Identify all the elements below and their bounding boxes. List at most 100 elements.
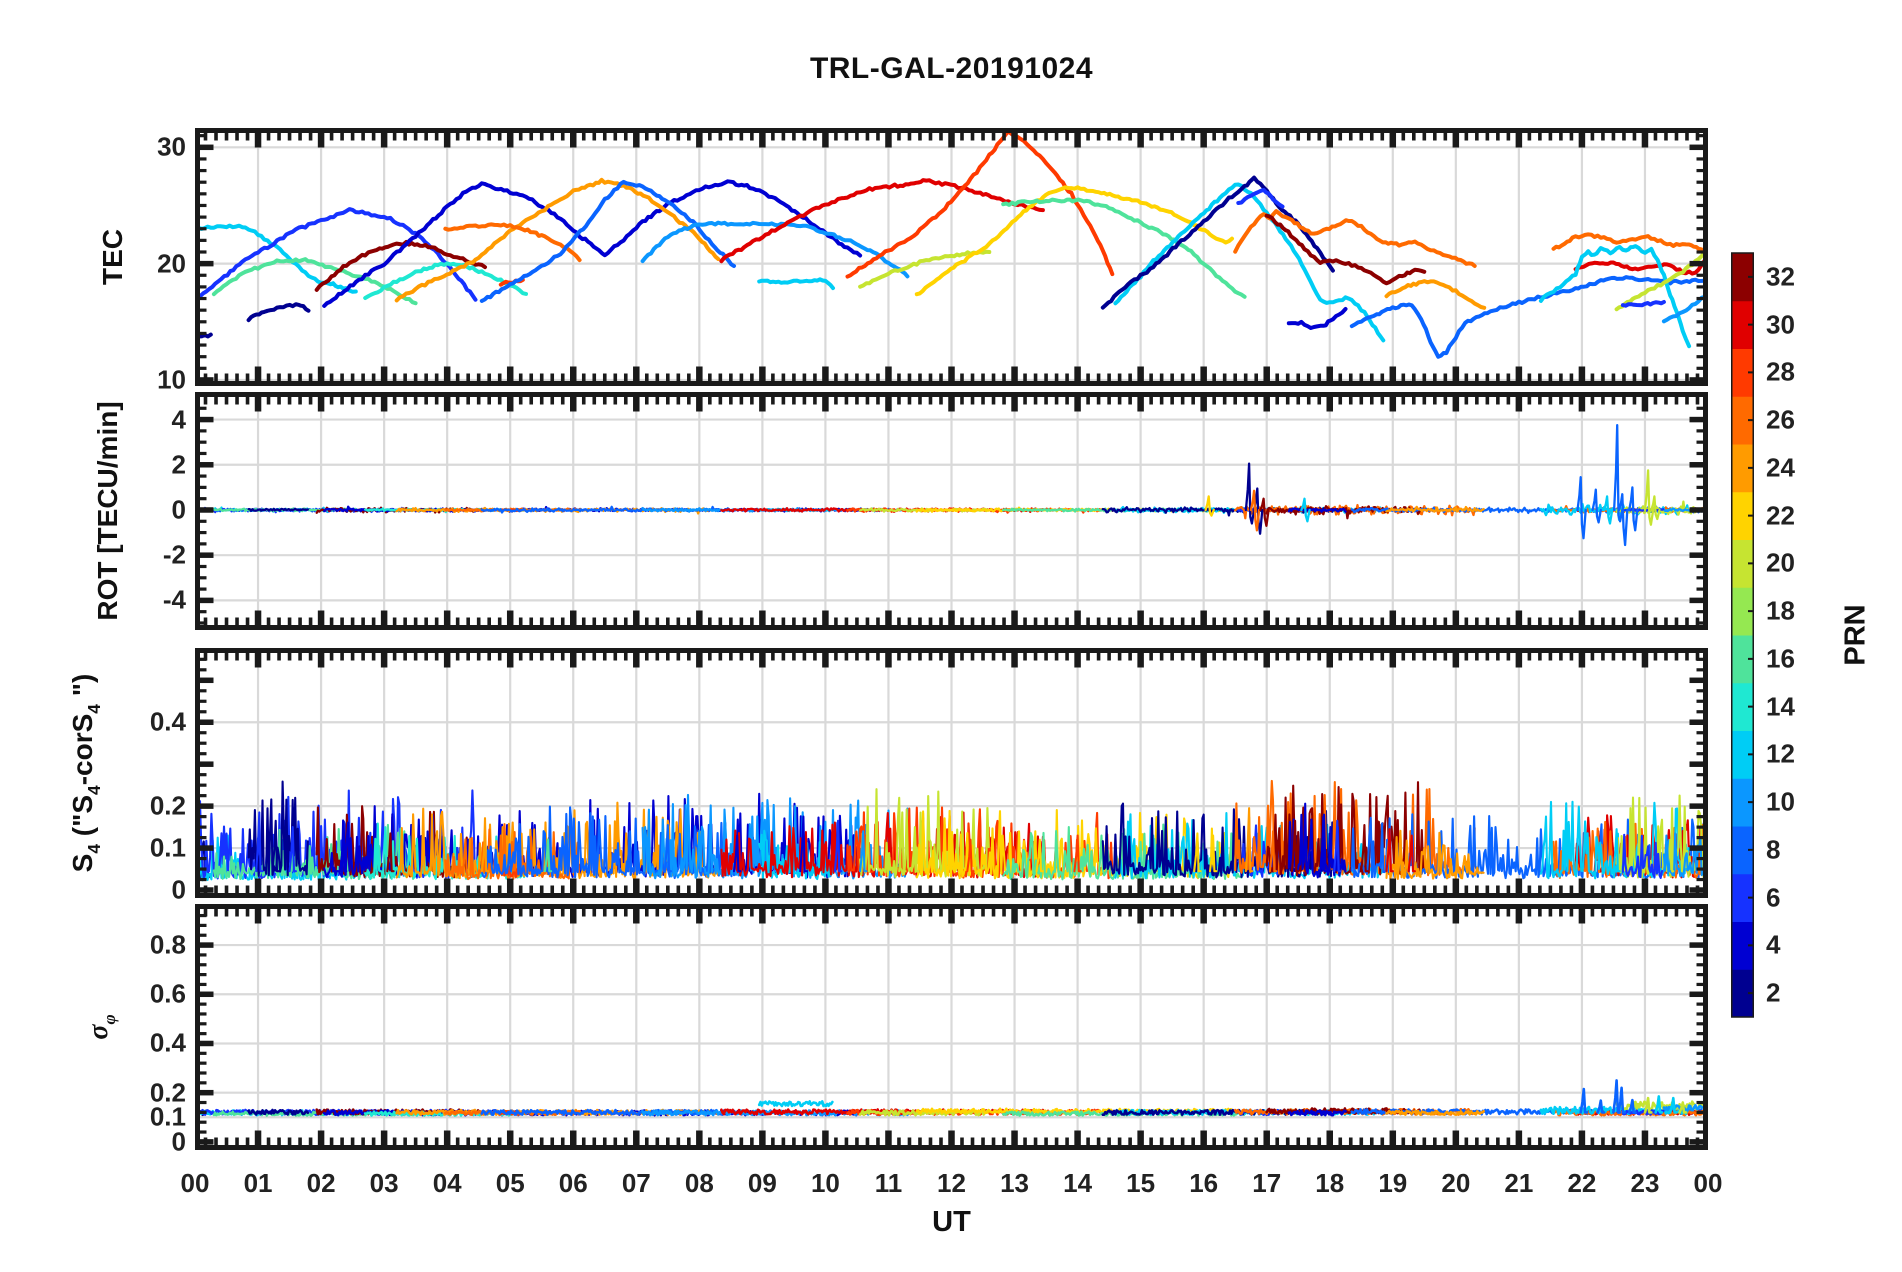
colorbar-tick-label: 24 — [1766, 452, 1795, 483]
x-tick-label: 20 — [1441, 1168, 1471, 1198]
x-tick-label: 09 — [747, 1168, 777, 1198]
colorbar-tick-label: 20 — [1766, 547, 1795, 578]
series-prn-32 — [314, 240, 487, 292]
series-group — [198, 1079, 1705, 1117]
series-prn-22 — [914, 185, 1234, 297]
series-prn-26 — [1551, 232, 1705, 255]
spike-prn-8 — [1576, 476, 1587, 540]
series-prn-26 — [443, 222, 582, 263]
y-tick-label: -2 — [162, 539, 186, 570]
x-tick-label: 01 — [243, 1168, 273, 1198]
colorbar-tick-label: 6 — [1766, 882, 1781, 913]
spike-prn-22 — [1193, 832, 1202, 873]
noise-prn-4 — [1287, 1109, 1347, 1117]
spike-prn-8 — [1617, 1086, 1627, 1114]
y-axis-label-tec: TEC — [97, 229, 128, 285]
spike-prn-8 — [1617, 493, 1629, 547]
spike-prn-10 — [859, 830, 868, 873]
x-tick-label: 03 — [369, 1168, 399, 1198]
spike-prn-6 — [833, 819, 843, 873]
noise-prn-2 — [247, 507, 309, 512]
y-tick-label: 0 — [171, 1126, 186, 1157]
axis-ticks — [195, 394, 1708, 628]
series-prn-8 — [1349, 275, 1705, 359]
spike-prn-2 — [271, 819, 280, 873]
panel-tec — [195, 128, 1708, 386]
series-group — [198, 131, 1705, 359]
x-tick-label: 12 — [937, 1168, 966, 1198]
series-prn-24 — [1384, 279, 1487, 310]
axis-ticks — [195, 130, 1708, 384]
spike-prn-20 — [910, 826, 920, 873]
colorbar-tick-label: 8 — [1766, 834, 1781, 865]
spike-prn-20 — [1643, 469, 1655, 526]
colorbar — [1731, 252, 1754, 1018]
spike-prn-32 — [1290, 819, 1300, 873]
x-tick-label: 06 — [558, 1168, 588, 1198]
chart-title: TRL-GAL-20191024 — [809, 52, 1094, 85]
noise-prn-2 — [247, 1108, 310, 1116]
x-tick-label: 02 — [306, 1168, 336, 1198]
spike-prn-32 — [1259, 497, 1270, 527]
y-tick-label: 2 — [171, 449, 186, 480]
x-tick-label: 07 — [621, 1168, 651, 1198]
series-prn-6 — [1236, 187, 1285, 209]
spike-prn-24 — [480, 834, 490, 873]
series-prn-12 — [198, 223, 358, 294]
axis-ticks — [195, 650, 1708, 896]
spike-prn-20 — [1650, 495, 1661, 521]
spike-prn-8 — [1612, 424, 1624, 523]
spike-prn-20 — [1643, 1096, 1653, 1114]
series-prn-10 — [640, 220, 910, 279]
x-tick-label: 19 — [1378, 1168, 1408, 1198]
series-prn-16 — [211, 257, 418, 306]
series-prn-6 — [1620, 300, 1666, 308]
axis-ticks — [195, 906, 1708, 1148]
series-group — [198, 779, 1705, 882]
spike-prn-6 — [255, 811, 264, 873]
spike-prn-12 — [1612, 828, 1621, 873]
noise-prn-12 — [757, 1100, 834, 1108]
spike-prn-22 — [1035, 838, 1044, 873]
y-tick-label: 0.4 — [149, 1027, 186, 1058]
spike-prn-6 — [1333, 819, 1342, 873]
colorbar-tick-label: 12 — [1766, 738, 1795, 769]
spike-prn-4 — [799, 815, 808, 873]
spike-prn-32 — [1360, 823, 1369, 873]
series-prn-2 — [246, 302, 311, 323]
spike-prn-20 — [1678, 1101, 1688, 1114]
y-tick-label: 0.4 — [149, 706, 186, 737]
series-prn-14 — [363, 261, 528, 300]
y-tick-label: 30 — [157, 131, 186, 162]
y-tick-label: 0.2 — [149, 1077, 186, 1108]
colorbar-tick-label: 10 — [1766, 786, 1795, 817]
y-axis-label-s4: S4 ("S4-corS4 ") — [67, 673, 104, 873]
x-tick-label: 13 — [1000, 1168, 1029, 1198]
colorbar-tick-label: 28 — [1766, 356, 1795, 387]
series-prn-24 — [394, 177, 721, 303]
noise-prn-2 — [247, 780, 309, 877]
series-prn-8 — [479, 179, 736, 303]
series-prn-28 — [845, 131, 1115, 279]
spike-prn-8 — [1579, 1087, 1589, 1114]
spike-prn-12 — [1602, 495, 1614, 525]
colorbar-tick-label: 4 — [1766, 929, 1781, 960]
noise-prn-24 — [1385, 1109, 1485, 1116]
x-tick-label: 15 — [1126, 1168, 1156, 1198]
colorbar-tick-label: 2 — [1766, 977, 1781, 1008]
colorbar-tick-label: 30 — [1766, 309, 1795, 340]
y-tick-label: 0.6 — [149, 978, 186, 1009]
y-tick-label: 0.8 — [149, 929, 186, 960]
spike-prn-28 — [1073, 834, 1082, 873]
series-prn-32 — [1264, 213, 1427, 286]
x-tick-label: 17 — [1252, 1168, 1282, 1198]
spike-prn-12 — [1654, 1095, 1664, 1114]
y-tick-label: 10 — [157, 364, 186, 395]
noise-prn-24 — [1385, 829, 1485, 880]
colorbar-tick-label: 14 — [1766, 691, 1795, 722]
spike-prn-22 — [1204, 495, 1215, 517]
spike-prn-4 — [732, 834, 742, 873]
x-tick-label: 11 — [874, 1168, 903, 1198]
x-tick-label: 22 — [1567, 1168, 1597, 1198]
spike-prn-2 — [1244, 462, 1256, 525]
